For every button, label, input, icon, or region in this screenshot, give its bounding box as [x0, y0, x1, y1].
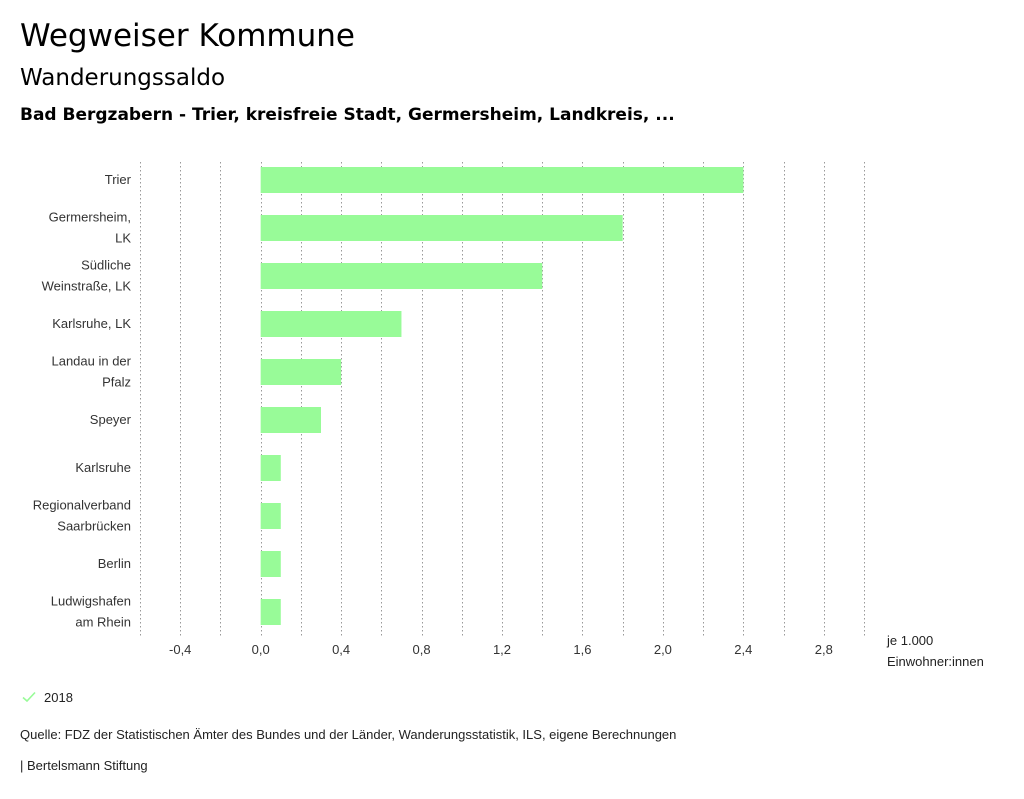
x-axis-unit: je 1.000 Einwohner:innen [887, 630, 984, 672]
source-note: Quelle: FDZ der Statistischen Ämter des … [20, 727, 677, 742]
tick-label: 0,4 [332, 642, 350, 657]
category-label: Karlsruhe [75, 460, 131, 475]
category-label: Karlsruhe, LK [52, 316, 131, 331]
tick-label: 2,4 [734, 642, 752, 657]
grid-lines [140, 162, 865, 636]
bar[interactable] [260, 263, 543, 289]
legend-label: 2018 [44, 689, 73, 705]
brand-note: | Bertelsmann Stiftung [20, 758, 148, 773]
bar[interactable] [260, 551, 281, 577]
category-labels: Trier Germersheim, LK Südliche Weinstraße, L… [33, 172, 132, 630]
category-label: LK [115, 231, 131, 246]
category-label: Ludwigshafen [51, 594, 131, 609]
bars [260, 167, 744, 625]
tick-label: 0,8 [413, 642, 431, 657]
tick-label: -0,4 [169, 642, 191, 657]
bar[interactable] [260, 455, 281, 481]
page-title: Wegweiser Kommune [20, 18, 355, 54]
bar[interactable] [260, 599, 281, 625]
bar[interactable] [260, 359, 342, 385]
chart-subtitle: Wanderungssaldo [20, 65, 226, 91]
bar[interactable] [260, 311, 402, 337]
x-axis-unit-line-1: je 1.000 [887, 633, 934, 648]
selection-label: Bad Bergzabern - Trier, kreisfreie Stadt… [20, 105, 675, 125]
category-label: Südliche [81, 258, 131, 273]
category-label: Speyer [90, 412, 132, 427]
tick-labels: -0,4 0,0 0,4 0,8 1,2 1,6 2,0 2,4 2,8 [169, 642, 833, 657]
tick-label: 0,0 [252, 642, 270, 657]
bar-chart: Trier Germersheim, LK Südliche Weinstraße, L… [33, 162, 865, 657]
category-label: Germersheim, [49, 210, 131, 225]
category-label: Landau in der [51, 354, 131, 369]
check-icon[interactable] [20, 688, 38, 706]
tick-label: 1,6 [573, 642, 591, 657]
bar[interactable] [260, 215, 623, 241]
category-label: Weinstraße, LK [42, 279, 132, 294]
category-label: Saarbrücken [57, 519, 131, 534]
tick-label: 2,8 [815, 642, 833, 657]
category-label: Regionalverband [33, 498, 131, 513]
bar[interactable] [260, 167, 744, 193]
bar[interactable] [260, 503, 281, 529]
bar[interactable] [260, 407, 321, 433]
tick-label: 2,0 [654, 642, 672, 657]
category-label: Berlin [98, 556, 131, 571]
category-label: am Rhein [75, 615, 131, 630]
category-label: Trier [105, 172, 132, 187]
category-label: Pfalz [102, 375, 131, 390]
legend[interactable]: 2018 [20, 688, 73, 706]
x-axis-unit-line-2: Einwohner:innen [887, 654, 984, 669]
tick-label: 1,2 [493, 642, 511, 657]
